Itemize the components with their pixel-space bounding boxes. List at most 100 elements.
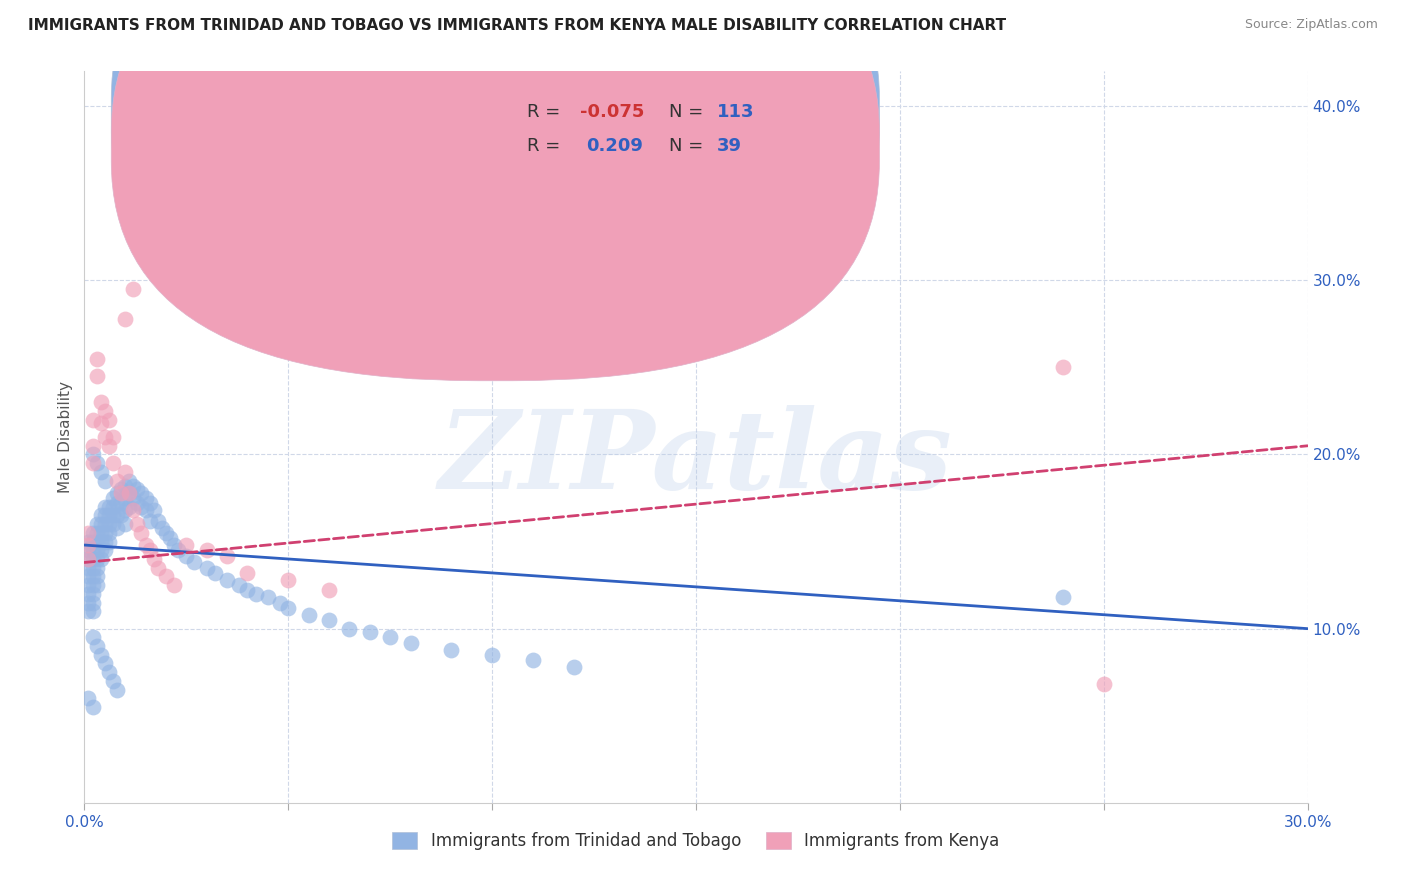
Point (440, 642, 463, 657)
Point (101, 500, 124, 514)
Point (101, 491, 124, 505)
Point (163, 578, 186, 592)
Point (90, 395, 112, 409)
Point (522, 653, 544, 667)
FancyBboxPatch shape (457, 86, 837, 178)
Point (114, 479, 136, 493)
Point (93, 657, 115, 671)
Point (93, 508, 115, 523)
Point (77, 587, 100, 601)
Point (127, 517, 149, 532)
Text: 39: 39 (717, 137, 742, 155)
Point (77, 525, 100, 540)
Point (86, 369, 108, 384)
Point (380, 631, 402, 645)
Point (277, 600, 299, 615)
Point (77, 552, 100, 566)
Point (114, 503, 136, 517)
Point (97, 517, 120, 532)
Point (93, 404, 115, 418)
Point (105, 682, 128, 697)
Text: N =: N = (669, 137, 709, 155)
Point (105, 474, 128, 488)
Point (269, 595, 291, 609)
Point (86, 525, 108, 540)
Point (138, 543, 160, 558)
Point (77, 604, 100, 618)
Text: R =: R = (527, 103, 567, 120)
Point (77, 569, 100, 583)
Point (86, 543, 108, 558)
Point (97, 534, 120, 549)
Point (298, 607, 321, 622)
Point (86, 578, 108, 592)
Text: IMMIGRANTS FROM TRINIDAD AND TOBAGO VS IMMIGRANTS FROM KENYA MALE DISABILITY COR: IMMIGRANTS FROM TRINIDAD AND TOBAGO VS I… (28, 18, 1007, 33)
Point (195, 560, 218, 574)
Point (359, 625, 381, 640)
Point (131, 500, 153, 514)
Point (97, 665, 120, 680)
Point (82, 595, 104, 609)
Point (90, 508, 112, 523)
Text: 0.209: 0.209 (586, 137, 643, 155)
Point (77, 543, 100, 558)
Point (82, 560, 104, 574)
FancyBboxPatch shape (111, 0, 880, 381)
Point (131, 485, 153, 500)
Point (77, 595, 100, 609)
Point (93, 534, 115, 549)
Point (77, 552, 100, 566)
Point (217, 573, 239, 587)
Point (174, 538, 197, 552)
Point (1052, 360, 1074, 375)
Point (163, 538, 186, 552)
Point (1052, 591, 1074, 605)
Point (86, 560, 108, 574)
FancyBboxPatch shape (111, 0, 880, 347)
Point (135, 491, 157, 505)
Point (114, 517, 136, 532)
Point (86, 517, 108, 532)
Point (135, 503, 157, 517)
Point (93, 525, 115, 540)
Point (101, 508, 124, 523)
Point (142, 552, 165, 566)
Point (277, 573, 299, 587)
Point (236, 566, 259, 580)
Point (82, 569, 104, 583)
Point (118, 500, 141, 514)
Text: Source: ZipAtlas.com: Source: ZipAtlas.com (1244, 18, 1378, 31)
Point (77, 578, 100, 592)
Point (90, 534, 112, 549)
Point (174, 549, 197, 563)
Point (82, 578, 104, 592)
Point (82, 604, 104, 618)
Point (114, 311, 136, 326)
Text: ZIPatlas: ZIPatlas (439, 405, 953, 513)
Point (86, 569, 108, 583)
Point (481, 648, 503, 662)
Legend: Immigrants from Trinidad and Tobago, Immigrants from Kenya: Immigrants from Trinidad and Tobago, Imm… (385, 825, 1007, 856)
Point (82, 412, 104, 426)
Point (93, 430, 115, 444)
Point (82, 439, 104, 453)
Point (122, 491, 145, 505)
Point (101, 517, 124, 532)
Point (150, 521, 173, 535)
Point (142, 503, 165, 517)
Point (101, 430, 124, 444)
Point (110, 485, 132, 500)
Point (105, 521, 128, 535)
Point (339, 622, 361, 636)
Point (90, 465, 112, 479)
Point (105, 508, 128, 523)
Text: -0.075: -0.075 (579, 103, 644, 120)
Point (127, 496, 149, 510)
Point (110, 496, 132, 510)
Point (90, 525, 112, 540)
Point (245, 587, 267, 601)
Point (101, 456, 124, 470)
Point (105, 496, 128, 510)
Point (82, 456, 104, 470)
Point (86, 639, 108, 653)
